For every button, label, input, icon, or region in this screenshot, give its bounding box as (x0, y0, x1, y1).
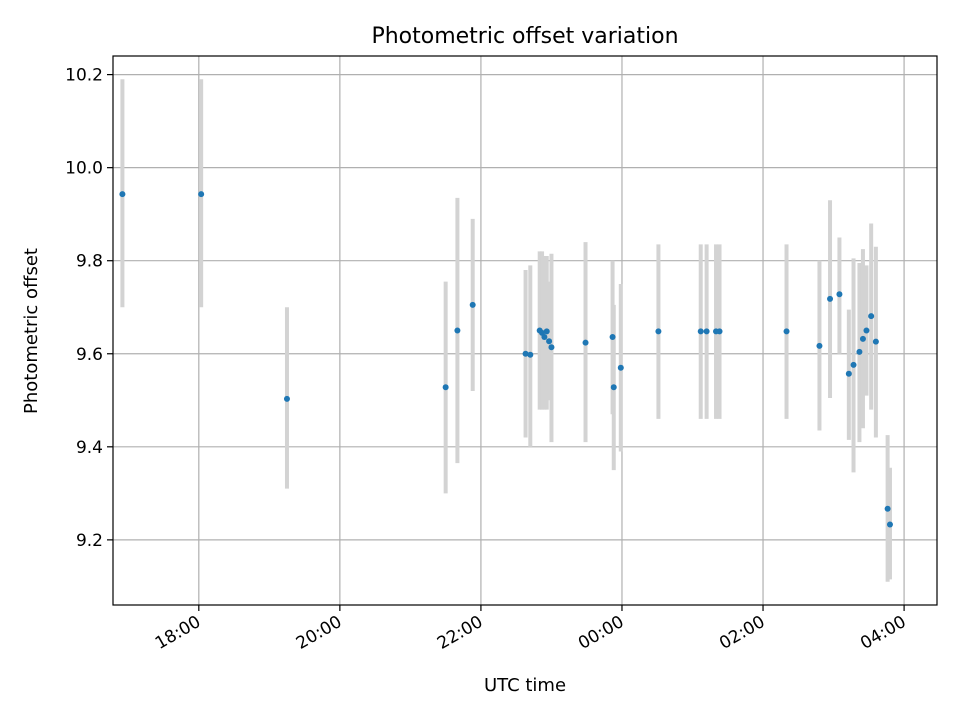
data-point (850, 361, 857, 368)
y-tick-label: 9.4 (76, 438, 103, 458)
data-point (845, 370, 852, 377)
data-point (716, 328, 723, 335)
data-point (703, 328, 710, 335)
data-point (859, 335, 866, 342)
data-point (856, 348, 863, 355)
grid (113, 56, 937, 605)
y-tick-label: 10.2 (65, 66, 103, 86)
y-tick-label: 9.6 (76, 345, 103, 365)
y-tick-label: 10.0 (65, 159, 103, 179)
data-point (783, 328, 790, 335)
data-point (836, 291, 843, 298)
chart-title: Photometric offset variation (371, 24, 678, 49)
data-point (872, 338, 879, 345)
data-point (697, 328, 704, 335)
data-point (548, 344, 555, 351)
data-point (655, 328, 662, 335)
data-point (609, 334, 616, 341)
data-point (816, 342, 823, 349)
y-axis-label: Photometric offset (21, 248, 42, 414)
data-point (546, 338, 553, 345)
data-point (469, 301, 476, 308)
data-point (198, 191, 205, 198)
data-point (543, 328, 550, 335)
data-point (884, 505, 891, 512)
data-point (868, 313, 875, 320)
data-point (119, 191, 126, 198)
data-point (541, 334, 548, 341)
data-point (527, 351, 534, 358)
x-axis-label: UTC time (484, 675, 566, 696)
data-point (283, 395, 290, 402)
data-point (863, 327, 870, 334)
data-point (886, 521, 893, 528)
data-point (610, 384, 617, 391)
plot-frame (112, 55, 938, 606)
data-point (454, 327, 461, 334)
data-point (442, 384, 449, 391)
data-point (827, 295, 834, 302)
data-point (582, 339, 589, 346)
data-point (617, 364, 624, 371)
data-point (522, 350, 529, 357)
y-tick-label: 9.2 (76, 531, 103, 551)
data-points (119, 191, 893, 528)
y-tick-label: 9.8 (76, 252, 103, 272)
